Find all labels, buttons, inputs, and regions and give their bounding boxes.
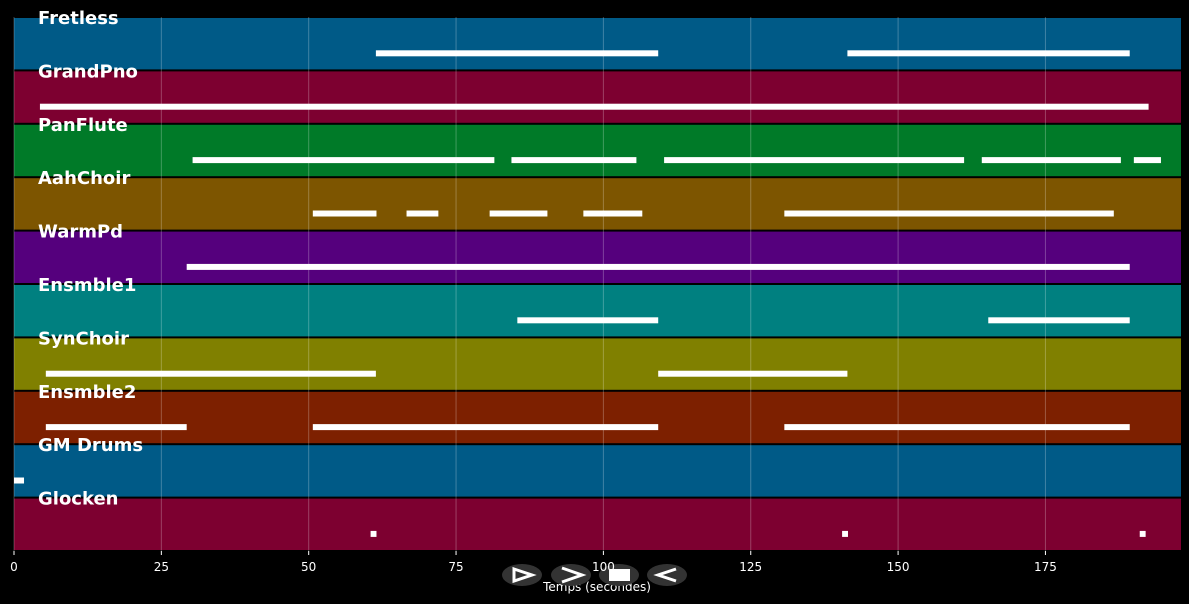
rewind-icon (653, 567, 677, 583)
track-band (14, 285, 1181, 337)
note (847, 50, 1130, 57)
note (1133, 157, 1161, 164)
track-band (14, 18, 1181, 70)
track-band (14, 338, 1181, 390)
track-band (14, 391, 1181, 444)
track-band (14, 498, 1181, 550)
note (658, 370, 848, 377)
note (312, 424, 659, 431)
rewind-button[interactable] (647, 564, 687, 586)
x-tick-label: 175 (1034, 560, 1057, 574)
note (988, 317, 1130, 324)
track-band (14, 445, 1181, 497)
track-name: Fretless (38, 8, 119, 29)
note (511, 157, 637, 164)
track-name: AahChoir (38, 168, 130, 189)
note (517, 317, 659, 324)
play-button[interactable] (502, 564, 542, 586)
x-tick-label: 50 (301, 560, 316, 574)
note (370, 530, 377, 537)
note (14, 477, 25, 484)
note (583, 210, 643, 217)
x-tick-label: 0 (10, 560, 18, 574)
track-name: Glocken (38, 489, 119, 510)
transport-controls (502, 564, 687, 586)
x-tick-label: 25 (154, 560, 169, 574)
note (784, 210, 1114, 217)
tracks (14, 18, 1181, 550)
track-band (14, 124, 1181, 177)
track-name: Ensmble1 (38, 275, 136, 296)
note (186, 263, 1130, 270)
forward-button[interactable] (551, 564, 591, 586)
track-band (14, 178, 1181, 230)
note (406, 210, 439, 217)
track-band (14, 71, 1181, 123)
note (981, 157, 1121, 164)
track-name: PanFlute (38, 115, 128, 136)
note (784, 424, 1130, 431)
note (39, 103, 1149, 110)
track-name: SynChoir (38, 328, 129, 349)
note (45, 424, 187, 431)
track-name: GrandPno (38, 61, 138, 82)
note (192, 157, 495, 164)
note (312, 210, 377, 217)
x-tick-label: 100 (592, 560, 615, 574)
note (842, 530, 848, 537)
note (375, 50, 659, 57)
x-tick-label: 125 (739, 560, 762, 574)
play-icon (512, 566, 537, 584)
forward-icon (561, 566, 587, 584)
x-tick-label: 150 (887, 560, 910, 574)
stop-icon (609, 569, 630, 581)
note (489, 210, 548, 217)
note (664, 157, 965, 164)
track-name: Ensmble2 (38, 382, 136, 403)
track-band (14, 231, 1181, 283)
track-name: GM Drums (38, 435, 143, 456)
x-tick-label: 75 (448, 560, 463, 574)
track-name: WarmPd (38, 222, 123, 243)
note (1139, 530, 1146, 537)
note (45, 370, 376, 377)
